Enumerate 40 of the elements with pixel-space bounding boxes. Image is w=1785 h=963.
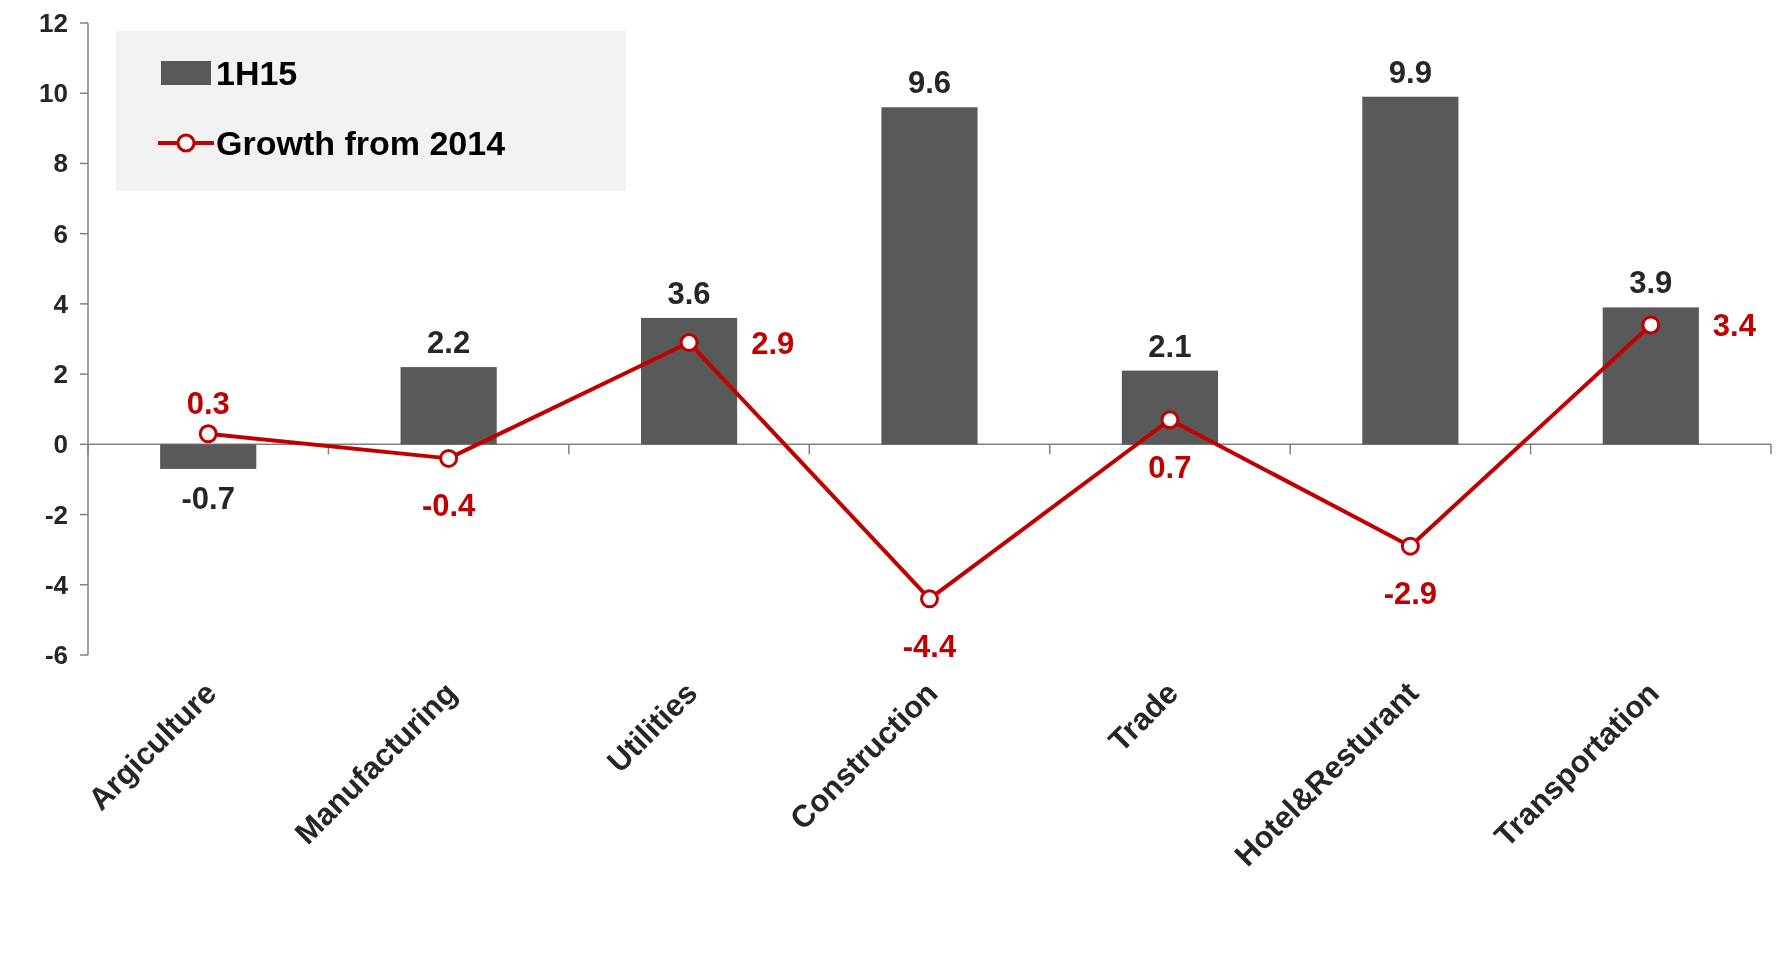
y-tick-label: 4 <box>53 288 69 319</box>
point <box>198 424 218 444</box>
data-label: 0.7 <box>1148 449 1192 485</box>
y-tick-label: -4 <box>44 569 69 600</box>
point <box>1400 536 1420 556</box>
point <box>1160 410 1180 430</box>
data-label: 3.9 <box>1629 265 1673 301</box>
bar <box>160 444 257 469</box>
point <box>920 589 939 609</box>
data-label: 0.3 <box>186 385 230 421</box>
data-label: 2.1 <box>1148 328 1192 364</box>
y-tick-label: 6 <box>53 218 68 249</box>
data-label: -0.4 <box>421 488 477 524</box>
bar <box>400 367 497 445</box>
point <box>679 333 699 353</box>
data-label: 9.9 <box>1388 54 1432 90</box>
bar <box>640 317 738 445</box>
y-tick-label: 12 <box>39 8 68 38</box>
point <box>1641 315 1661 335</box>
data-label: 3.6 <box>667 275 711 311</box>
bar <box>881 107 978 445</box>
bar <box>1602 307 1699 445</box>
bar <box>1121 370 1219 445</box>
y-tick-label: -6 <box>44 640 68 670</box>
y-tick-label: 0 <box>53 429 68 460</box>
y-tick-label: 10 <box>39 78 68 109</box>
data-label: 9.6 <box>907 65 952 101</box>
y-tick-label: -2 <box>44 499 68 530</box>
legend-label: 1H15 <box>216 54 298 92</box>
legend-label: Growth from 2014 <box>216 124 506 162</box>
data-label: -2.9 <box>1383 576 1438 612</box>
data-label: 2.9 <box>751 325 795 361</box>
bar <box>1362 96 1459 445</box>
y-tick-label: 8 <box>53 148 68 179</box>
data-label: 2.2 <box>427 325 471 361</box>
data-label: -0.7 <box>181 480 235 516</box>
data-label: 3.4 <box>1712 307 1757 343</box>
y-tick-label: 2 <box>53 359 68 390</box>
point <box>439 448 459 468</box>
data-label: -4.4 <box>902 628 957 664</box>
